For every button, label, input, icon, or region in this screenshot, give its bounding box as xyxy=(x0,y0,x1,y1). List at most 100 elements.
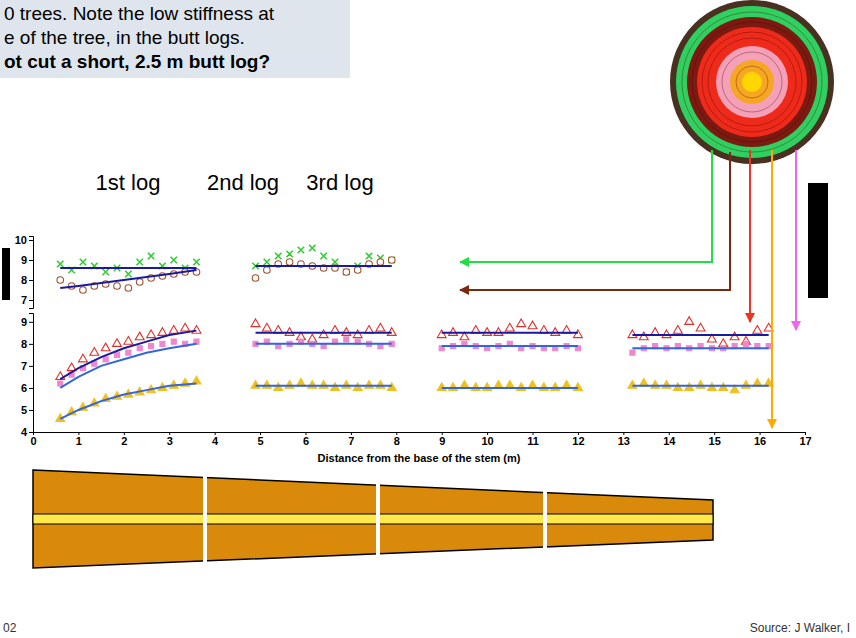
y-tick-label: 8 xyxy=(21,338,27,350)
ring-arrow xyxy=(795,150,797,330)
page: 0 trees. Note the low stiffness ate of t… xyxy=(0,0,856,638)
data-point xyxy=(696,381,705,389)
data-point xyxy=(103,357,108,362)
data-point xyxy=(80,259,86,265)
x-tick: 2 xyxy=(121,432,127,447)
data-point xyxy=(90,348,99,356)
data-point xyxy=(147,330,156,338)
data-point xyxy=(483,383,492,391)
data-point xyxy=(169,326,178,334)
y-tick-mark xyxy=(29,280,33,281)
ring-arrow xyxy=(460,152,730,290)
data-point xyxy=(57,261,63,267)
data-point xyxy=(193,259,199,265)
data-point xyxy=(651,381,660,389)
x-tick-label: 14 xyxy=(663,435,676,447)
data-point xyxy=(505,323,514,331)
data-point xyxy=(251,319,260,327)
plot-marks xyxy=(57,245,395,293)
data-point xyxy=(365,381,374,389)
x-tick-label: 10 xyxy=(481,435,493,447)
data-point xyxy=(483,328,492,336)
data-point xyxy=(148,253,154,259)
data-point xyxy=(471,383,480,391)
data-point xyxy=(251,381,260,389)
data-point xyxy=(673,326,682,334)
data-point xyxy=(286,259,293,266)
y-tick: 8 xyxy=(21,338,33,350)
fit-line xyxy=(60,331,768,379)
x-tick: 16 xyxy=(754,432,766,447)
log-cross-section xyxy=(670,0,834,164)
x-axis-title: Distance from the base of the stem (m) xyxy=(318,452,521,464)
data-point xyxy=(437,383,446,391)
stem-pith xyxy=(33,514,713,524)
y-tick: 5 xyxy=(21,404,33,416)
data-point xyxy=(285,381,294,389)
data-point xyxy=(286,251,292,257)
data-point xyxy=(517,319,526,327)
log-label: 1st log xyxy=(96,170,161,195)
data-point xyxy=(262,323,271,331)
x-tick: 7 xyxy=(348,432,354,447)
x-tick-label: 15 xyxy=(709,435,721,447)
data-point xyxy=(628,381,637,389)
fit-line xyxy=(60,270,196,288)
y-tick-mark xyxy=(29,260,33,261)
y-tick-label: 9 xyxy=(21,316,27,328)
fit-line xyxy=(60,344,768,388)
data-point xyxy=(449,328,458,336)
data-point xyxy=(528,321,537,329)
data-point xyxy=(389,257,395,263)
growth-ring xyxy=(722,52,782,112)
y-axis-line xyxy=(29,314,34,433)
data-point xyxy=(114,352,119,357)
data-point xyxy=(125,285,132,292)
ring-arrow xyxy=(460,150,712,262)
y-tick-mark xyxy=(29,344,33,345)
y-tick-label: 5 xyxy=(21,404,27,416)
log-ring xyxy=(670,0,834,164)
y-tick: 6 xyxy=(21,382,33,394)
data-point xyxy=(101,343,110,351)
y-tick: 7 xyxy=(21,294,33,306)
x-tick-label: 11 xyxy=(527,435,539,447)
x-tick: 14 xyxy=(663,432,676,447)
fit-line xyxy=(60,384,768,419)
plot-marks xyxy=(56,317,773,422)
data-point xyxy=(126,350,131,355)
y-axis-line xyxy=(29,237,34,309)
stem-body xyxy=(33,470,713,568)
log-ring xyxy=(687,17,817,147)
data-point xyxy=(376,323,385,331)
data-point xyxy=(387,328,396,336)
y-tick-mark xyxy=(29,322,33,323)
log-ring xyxy=(742,72,762,92)
series-points xyxy=(57,245,395,277)
data-point xyxy=(171,257,177,263)
x-tick: 1 xyxy=(76,432,82,447)
log-ring xyxy=(730,60,774,104)
y-axis: 456789 xyxy=(21,314,34,439)
data-point xyxy=(343,269,350,276)
side-bar xyxy=(808,183,828,298)
growth-ring xyxy=(708,38,796,126)
data-point xyxy=(662,330,671,338)
x-tick: 9 xyxy=(439,432,445,447)
x-tick: 6 xyxy=(303,432,309,447)
data-point xyxy=(264,267,271,274)
y-tick-mark xyxy=(29,300,33,301)
x-tick-label: 6 xyxy=(303,435,309,447)
x-tick: 12 xyxy=(572,432,584,447)
x-tick: 4 xyxy=(212,432,219,447)
y-tick: 7 xyxy=(21,360,33,372)
y-tick: 9 xyxy=(21,316,33,328)
data-point xyxy=(388,257,395,264)
y-tick: 8 xyxy=(21,274,33,286)
data-point xyxy=(574,383,583,391)
x-axis: 01234567891011121314151617 xyxy=(30,432,811,447)
x-tick-label: 9 xyxy=(439,435,445,447)
y-tick: 9 xyxy=(21,254,33,266)
growth-ring xyxy=(736,66,768,98)
data-point xyxy=(298,247,304,253)
